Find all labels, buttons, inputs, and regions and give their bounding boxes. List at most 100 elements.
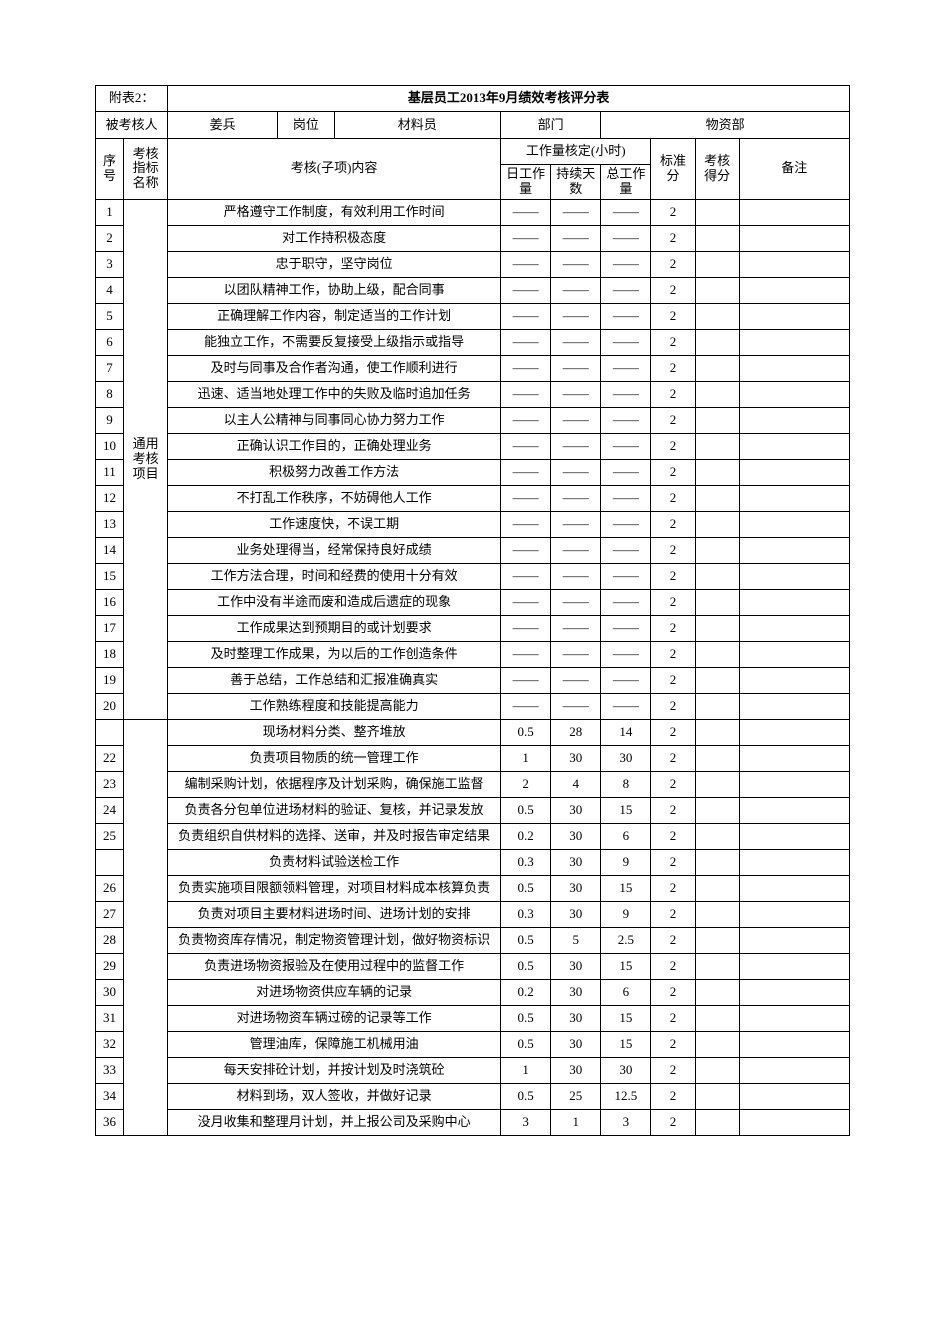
- score-cell[interactable]: [695, 745, 739, 771]
- remark-cell[interactable]: [739, 1109, 849, 1135]
- remark-cell[interactable]: [739, 1031, 849, 1057]
- remark-cell[interactable]: [739, 641, 849, 667]
- remark-cell[interactable]: [739, 251, 849, 277]
- table-row: 16工作中没有半途而废和造成后遗症的现象——————2: [96, 589, 850, 615]
- score-cell[interactable]: [695, 953, 739, 979]
- score-cell[interactable]: [695, 927, 739, 953]
- score-cell[interactable]: [695, 381, 739, 407]
- remark-cell[interactable]: [739, 589, 849, 615]
- seq-cell: 32: [96, 1031, 124, 1057]
- total-cell: ——: [601, 615, 651, 641]
- remark-cell[interactable]: [739, 849, 849, 875]
- score-cell[interactable]: [695, 589, 739, 615]
- remark-cell[interactable]: [739, 407, 849, 433]
- remark-cell[interactable]: [739, 771, 849, 797]
- score-cell[interactable]: [695, 667, 739, 693]
- remark-cell[interactable]: [739, 615, 849, 641]
- remark-cell[interactable]: [739, 329, 849, 355]
- daily-cell: 1: [501, 1057, 551, 1083]
- total-cell: ——: [601, 199, 651, 225]
- total-cell: 15: [601, 1031, 651, 1057]
- daily-cell: 0.2: [501, 979, 551, 1005]
- remark-cell[interactable]: [739, 537, 849, 563]
- days-cell: ——: [551, 485, 601, 511]
- content-cell: 编制采购计划，依据程序及计划采购，确保施工监督: [168, 771, 501, 797]
- score-cell[interactable]: [695, 979, 739, 1005]
- remark-cell[interactable]: [739, 381, 849, 407]
- remark-cell[interactable]: [739, 199, 849, 225]
- seq-cell: 30: [96, 979, 124, 1005]
- score-cell[interactable]: [695, 459, 739, 485]
- score-cell[interactable]: [695, 797, 739, 823]
- std-cell: 2: [651, 225, 695, 251]
- score-cell[interactable]: [695, 1031, 739, 1057]
- score-cell[interactable]: [695, 485, 739, 511]
- days-cell: ——: [551, 563, 601, 589]
- remark-cell[interactable]: [739, 225, 849, 251]
- remark-cell[interactable]: [739, 797, 849, 823]
- score-cell[interactable]: [695, 641, 739, 667]
- score-cell[interactable]: [695, 615, 739, 641]
- daily-cell: 3: [501, 1109, 551, 1135]
- remark-cell[interactable]: [739, 485, 849, 511]
- score-cell[interactable]: [695, 563, 739, 589]
- score-cell[interactable]: [695, 849, 739, 875]
- score-cell[interactable]: [695, 1083, 739, 1109]
- score-cell[interactable]: [695, 771, 739, 797]
- remark-cell[interactable]: [739, 667, 849, 693]
- col-daily: 日工作量: [501, 165, 551, 200]
- remark-cell[interactable]: [739, 303, 849, 329]
- remark-cell[interactable]: [739, 511, 849, 537]
- remark-cell[interactable]: [739, 1005, 849, 1031]
- score-cell[interactable]: [695, 407, 739, 433]
- remark-cell[interactable]: [739, 433, 849, 459]
- remark-cell[interactable]: [739, 927, 849, 953]
- score-cell[interactable]: [695, 693, 739, 719]
- score-cell[interactable]: [695, 433, 739, 459]
- score-cell[interactable]: [695, 277, 739, 303]
- score-cell[interactable]: [695, 901, 739, 927]
- score-cell[interactable]: [695, 719, 739, 745]
- remark-cell[interactable]: [739, 277, 849, 303]
- score-cell[interactable]: [695, 1057, 739, 1083]
- score-cell[interactable]: [695, 1005, 739, 1031]
- remark-cell[interactable]: [739, 355, 849, 381]
- remark-cell[interactable]: [739, 745, 849, 771]
- remark-cell[interactable]: [739, 719, 849, 745]
- score-cell[interactable]: [695, 355, 739, 381]
- remark-cell[interactable]: [739, 901, 849, 927]
- std-cell: 2: [651, 277, 695, 303]
- score-cell[interactable]: [695, 537, 739, 563]
- remark-cell[interactable]: [739, 563, 849, 589]
- score-cell[interactable]: [695, 199, 739, 225]
- remark-cell[interactable]: [739, 693, 849, 719]
- seq-cell: 14: [96, 537, 124, 563]
- seq-cell: 34: [96, 1083, 124, 1109]
- remark-cell[interactable]: [739, 823, 849, 849]
- score-cell[interactable]: [695, 823, 739, 849]
- remark-cell[interactable]: [739, 1083, 849, 1109]
- remark-cell[interactable]: [739, 979, 849, 1005]
- remark-cell[interactable]: [739, 459, 849, 485]
- col-remark: 备注: [739, 139, 849, 200]
- score-cell[interactable]: [695, 1109, 739, 1135]
- seq-cell: 8: [96, 381, 124, 407]
- remark-cell[interactable]: [739, 875, 849, 901]
- score-cell[interactable]: [695, 875, 739, 901]
- remark-cell[interactable]: [739, 1057, 849, 1083]
- total-cell: 2.5: [601, 927, 651, 953]
- total-cell: ——: [601, 303, 651, 329]
- score-cell[interactable]: [695, 251, 739, 277]
- std-cell: 2: [651, 849, 695, 875]
- score-cell[interactable]: [695, 511, 739, 537]
- days-cell: 30: [551, 1031, 601, 1057]
- remark-cell[interactable]: [739, 953, 849, 979]
- score-cell[interactable]: [695, 329, 739, 355]
- seq-cell: 17: [96, 615, 124, 641]
- score-cell[interactable]: [695, 225, 739, 251]
- seq-cell: 27: [96, 901, 124, 927]
- total-cell: ——: [601, 589, 651, 615]
- content-cell: 负责进场物资报验及在使用过程中的监督工作: [168, 953, 501, 979]
- score-cell[interactable]: [695, 303, 739, 329]
- content-cell: 积极努力改善工作方法: [168, 459, 501, 485]
